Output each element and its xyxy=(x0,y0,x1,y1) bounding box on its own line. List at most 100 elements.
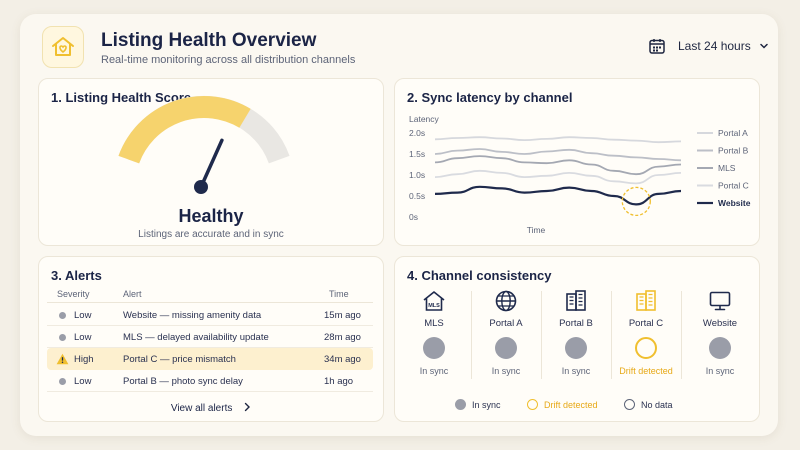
channel-consistency-card: 4. Channel consistency MLS MLS In sync P… xyxy=(394,256,760,422)
status-dot-in-sync xyxy=(709,337,731,359)
channel-name: Portal A xyxy=(489,318,523,329)
calendar-icon xyxy=(649,39,665,54)
health-gauge xyxy=(118,95,290,194)
channel-divider xyxy=(681,291,682,379)
health-score-title: 1. Listing Health Score xyxy=(51,90,192,105)
y-tick-label: 0.5s xyxy=(409,191,425,201)
status-dot-in-sync xyxy=(495,337,517,359)
column-header-time: Time xyxy=(329,289,349,299)
legend-label: Website xyxy=(718,198,751,208)
channel-name: MLS xyxy=(424,318,444,329)
legend-dot-in-sync xyxy=(455,399,466,410)
channel-status: Drift detected xyxy=(619,366,673,376)
series-line-portal-c xyxy=(434,169,682,185)
building-icon xyxy=(566,290,586,311)
column-header-severity: Severity xyxy=(57,289,90,299)
gauge-hub xyxy=(194,180,208,194)
alert-row[interactable]: Low Website — missing amenity data 15m a… xyxy=(47,304,373,326)
severity-low-icon xyxy=(59,334,66,341)
drift-highlight-marker xyxy=(621,186,651,217)
health-score-card: 1. Listing Health Score Healthy Listings… xyxy=(38,78,384,246)
legend-dot-drift xyxy=(527,399,538,410)
monitor-icon xyxy=(709,291,731,311)
channel-name: Portal B xyxy=(559,318,593,329)
y-tick-label: 2.0s xyxy=(409,128,425,138)
time-range-label: Last 24 hours xyxy=(678,39,751,53)
legend-label: No data xyxy=(641,399,673,410)
channel-mls[interactable]: MLS MLS In sync xyxy=(400,289,468,381)
globe-icon xyxy=(495,290,517,312)
channel-status: In sync xyxy=(561,366,591,376)
alert-severity: Low xyxy=(74,310,92,321)
channel-status: In sync xyxy=(491,366,521,376)
alert-row[interactable]: Low Portal B — photo sync delay 1h ago xyxy=(47,370,373,392)
alert-text: MLS — delayed availability update xyxy=(123,332,269,343)
channel-status: In sync xyxy=(419,366,449,376)
channel-portal-c[interactable]: Portal C Drift detected xyxy=(612,289,680,381)
x-axis-label: Time xyxy=(527,225,546,235)
series-line-mls xyxy=(434,155,682,176)
series-line-portal-b xyxy=(434,148,682,162)
legend-label: Portal C xyxy=(718,181,749,191)
y-axis-label: Latency xyxy=(409,114,440,124)
building-icon xyxy=(636,290,656,311)
legend-label: In sync xyxy=(472,399,501,410)
time-range-dropdown[interactable]: Last 24 hours xyxy=(648,37,769,55)
status-dot-in-sync xyxy=(423,337,445,359)
channel-divider xyxy=(541,291,542,379)
health-caption: Listings are accurate and in sync xyxy=(138,229,284,240)
page-title: Listing Health Overview xyxy=(101,30,317,51)
series-line-website xyxy=(434,185,682,206)
legend-drift: Drift detected xyxy=(527,399,598,410)
chevron-right-icon xyxy=(244,402,251,412)
mls-house-icon: MLS xyxy=(423,291,445,311)
latency-chart: Latency 2.0s 1.5s 1.0s 0.5s 0s Time Portal A Por… xyxy=(409,114,751,235)
status-dot-drift xyxy=(635,337,657,359)
alert-time: 34m ago xyxy=(324,354,361,365)
channel-portal-b[interactable]: Portal B In sync xyxy=(542,289,610,381)
house-heart-icon xyxy=(52,37,74,56)
y-tick-label: 1.0s xyxy=(409,170,425,180)
warning-icon xyxy=(56,353,69,365)
channel-name: Portal C xyxy=(628,318,664,329)
channel-name: Website xyxy=(702,318,738,329)
alert-text: Portal C — price mismatch xyxy=(123,354,236,365)
gauge-fill xyxy=(118,95,251,164)
alert-text: Portal B — photo sync delay xyxy=(123,376,243,387)
sync-latency-title: 2. Sync latency by channel xyxy=(407,90,573,105)
svg-text:MLS: MLS xyxy=(428,303,440,309)
alert-severity: Low xyxy=(74,332,92,343)
sync-latency-card: 2. Sync latency by channel Latency 2.0s 1.… xyxy=(394,78,760,246)
column-header-alert: Alert xyxy=(123,289,142,299)
health-status: Healthy xyxy=(178,206,244,226)
alert-severity: High xyxy=(74,354,94,365)
alert-row-high[interactable]: High Portal C — price mismatch 34m ago xyxy=(47,348,373,370)
legend-in-sync: In sync xyxy=(455,399,501,410)
legend-label: Drift detected xyxy=(544,399,598,410)
alerts-card: 3. Alerts Severity Alert Time Low Websit… xyxy=(38,256,384,422)
severity-low-icon xyxy=(59,312,66,319)
chevron-down-icon xyxy=(759,43,768,49)
gauge-needle xyxy=(199,138,224,189)
legend-label: Portal A xyxy=(718,128,748,138)
alert-time: 1h ago xyxy=(324,376,354,387)
legend-label: Portal B xyxy=(718,146,749,156)
alerts-title: 3. Alerts xyxy=(51,268,102,283)
channel-consistency-title: 4. Channel consistency xyxy=(407,268,552,283)
status-dot-in-sync xyxy=(565,337,587,359)
severity-low-icon xyxy=(59,378,66,385)
alert-row[interactable]: Low MLS — delayed availability update 28… xyxy=(47,326,373,348)
channel-portal-a[interactable]: Portal A In sync xyxy=(472,289,540,381)
legend-dot-no-data xyxy=(624,399,635,410)
y-tick-label: 1.5s xyxy=(409,149,425,159)
channel-divider xyxy=(471,291,472,379)
alert-time: 28m ago xyxy=(324,332,361,343)
page-subtitle: Real-time monitoring across all distribu… xyxy=(101,54,356,66)
view-all-alerts-link[interactable]: View all alerts xyxy=(39,402,383,414)
alert-severity: Low xyxy=(74,376,92,387)
channel-status: In sync xyxy=(705,366,735,376)
legend-no-data: No data xyxy=(624,399,673,410)
y-tick-label: 0s xyxy=(409,212,418,222)
channel-website[interactable]: Website In sync xyxy=(686,289,754,381)
channel-divider xyxy=(611,291,612,379)
